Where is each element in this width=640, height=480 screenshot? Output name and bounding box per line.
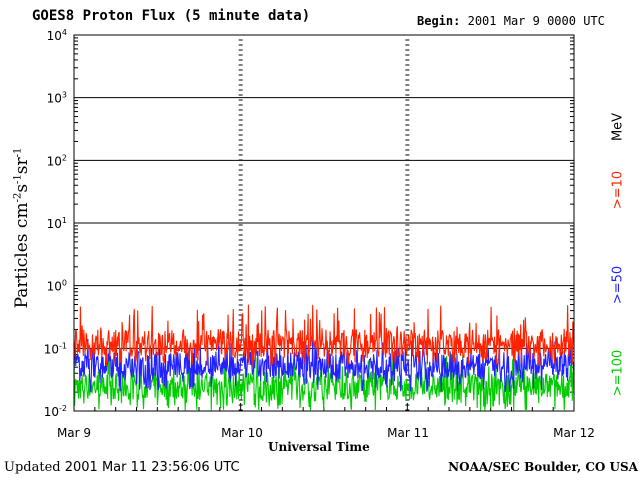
y-axis-unit-2: s xyxy=(12,183,32,193)
y-tick-label-5: 103 xyxy=(47,91,67,106)
y-tick-label-4: 102 xyxy=(47,153,67,168)
y-tick-label-3: 101 xyxy=(47,216,67,231)
series-line-ge50 xyxy=(73,337,575,393)
y-axis-unit-3: -1 xyxy=(12,174,24,184)
y-axis-label: Particles cm-2s-1sr-1 xyxy=(12,148,32,309)
legend-ge100: >=100 xyxy=(610,349,626,397)
chart-title: GOES8 Proton Flux (5 minute data) xyxy=(32,8,311,24)
x-tick-label-mar12: Mar 12 xyxy=(553,426,595,440)
legend-ge10: >=10 xyxy=(610,170,626,210)
series-line-ge100 xyxy=(73,352,575,411)
y-tick-label-1: 10-1 xyxy=(44,341,67,356)
series-line-ge10 xyxy=(73,304,575,367)
y-axis-unit-1: -2 xyxy=(12,192,24,203)
begin-value: 2001 Mar 9 0000 UTC xyxy=(467,14,605,28)
y-axis-label-base: Particles cm xyxy=(12,202,32,309)
y-tick-label-0: 10-2 xyxy=(44,404,67,419)
x-tick-label-mar11: Mar 11 xyxy=(387,426,429,440)
y-tick-label-2: 100 xyxy=(47,279,67,294)
y-axis-unit-4: sr xyxy=(12,157,32,175)
begin-label: Begin: xyxy=(417,14,461,28)
y-axis-unit-5: -1 xyxy=(12,147,24,158)
x-tick-label-mar10: Mar 10 xyxy=(221,426,263,440)
updated-timestamp: Updated 2001 Mar 11 23:56:06 UTC xyxy=(4,460,240,475)
energy-unit-label: MeV xyxy=(610,112,626,142)
plot-frame xyxy=(73,34,575,412)
legend-ge50: >=50 xyxy=(610,265,626,305)
x-axis-title: Universal Time xyxy=(268,440,370,454)
x-tick-label-mar9: Mar 9 xyxy=(56,426,92,440)
y-tick-label-6: 104 xyxy=(47,28,67,43)
source-credit: NOAA/SEC Boulder, CO USA xyxy=(448,460,638,474)
updated-value: 2001 Mar 11 23:56:06 UTC xyxy=(64,460,240,475)
begin-time: Begin: 2001 Mar 9 0000 UTC xyxy=(417,14,605,28)
updated-label: Updated xyxy=(4,460,61,475)
